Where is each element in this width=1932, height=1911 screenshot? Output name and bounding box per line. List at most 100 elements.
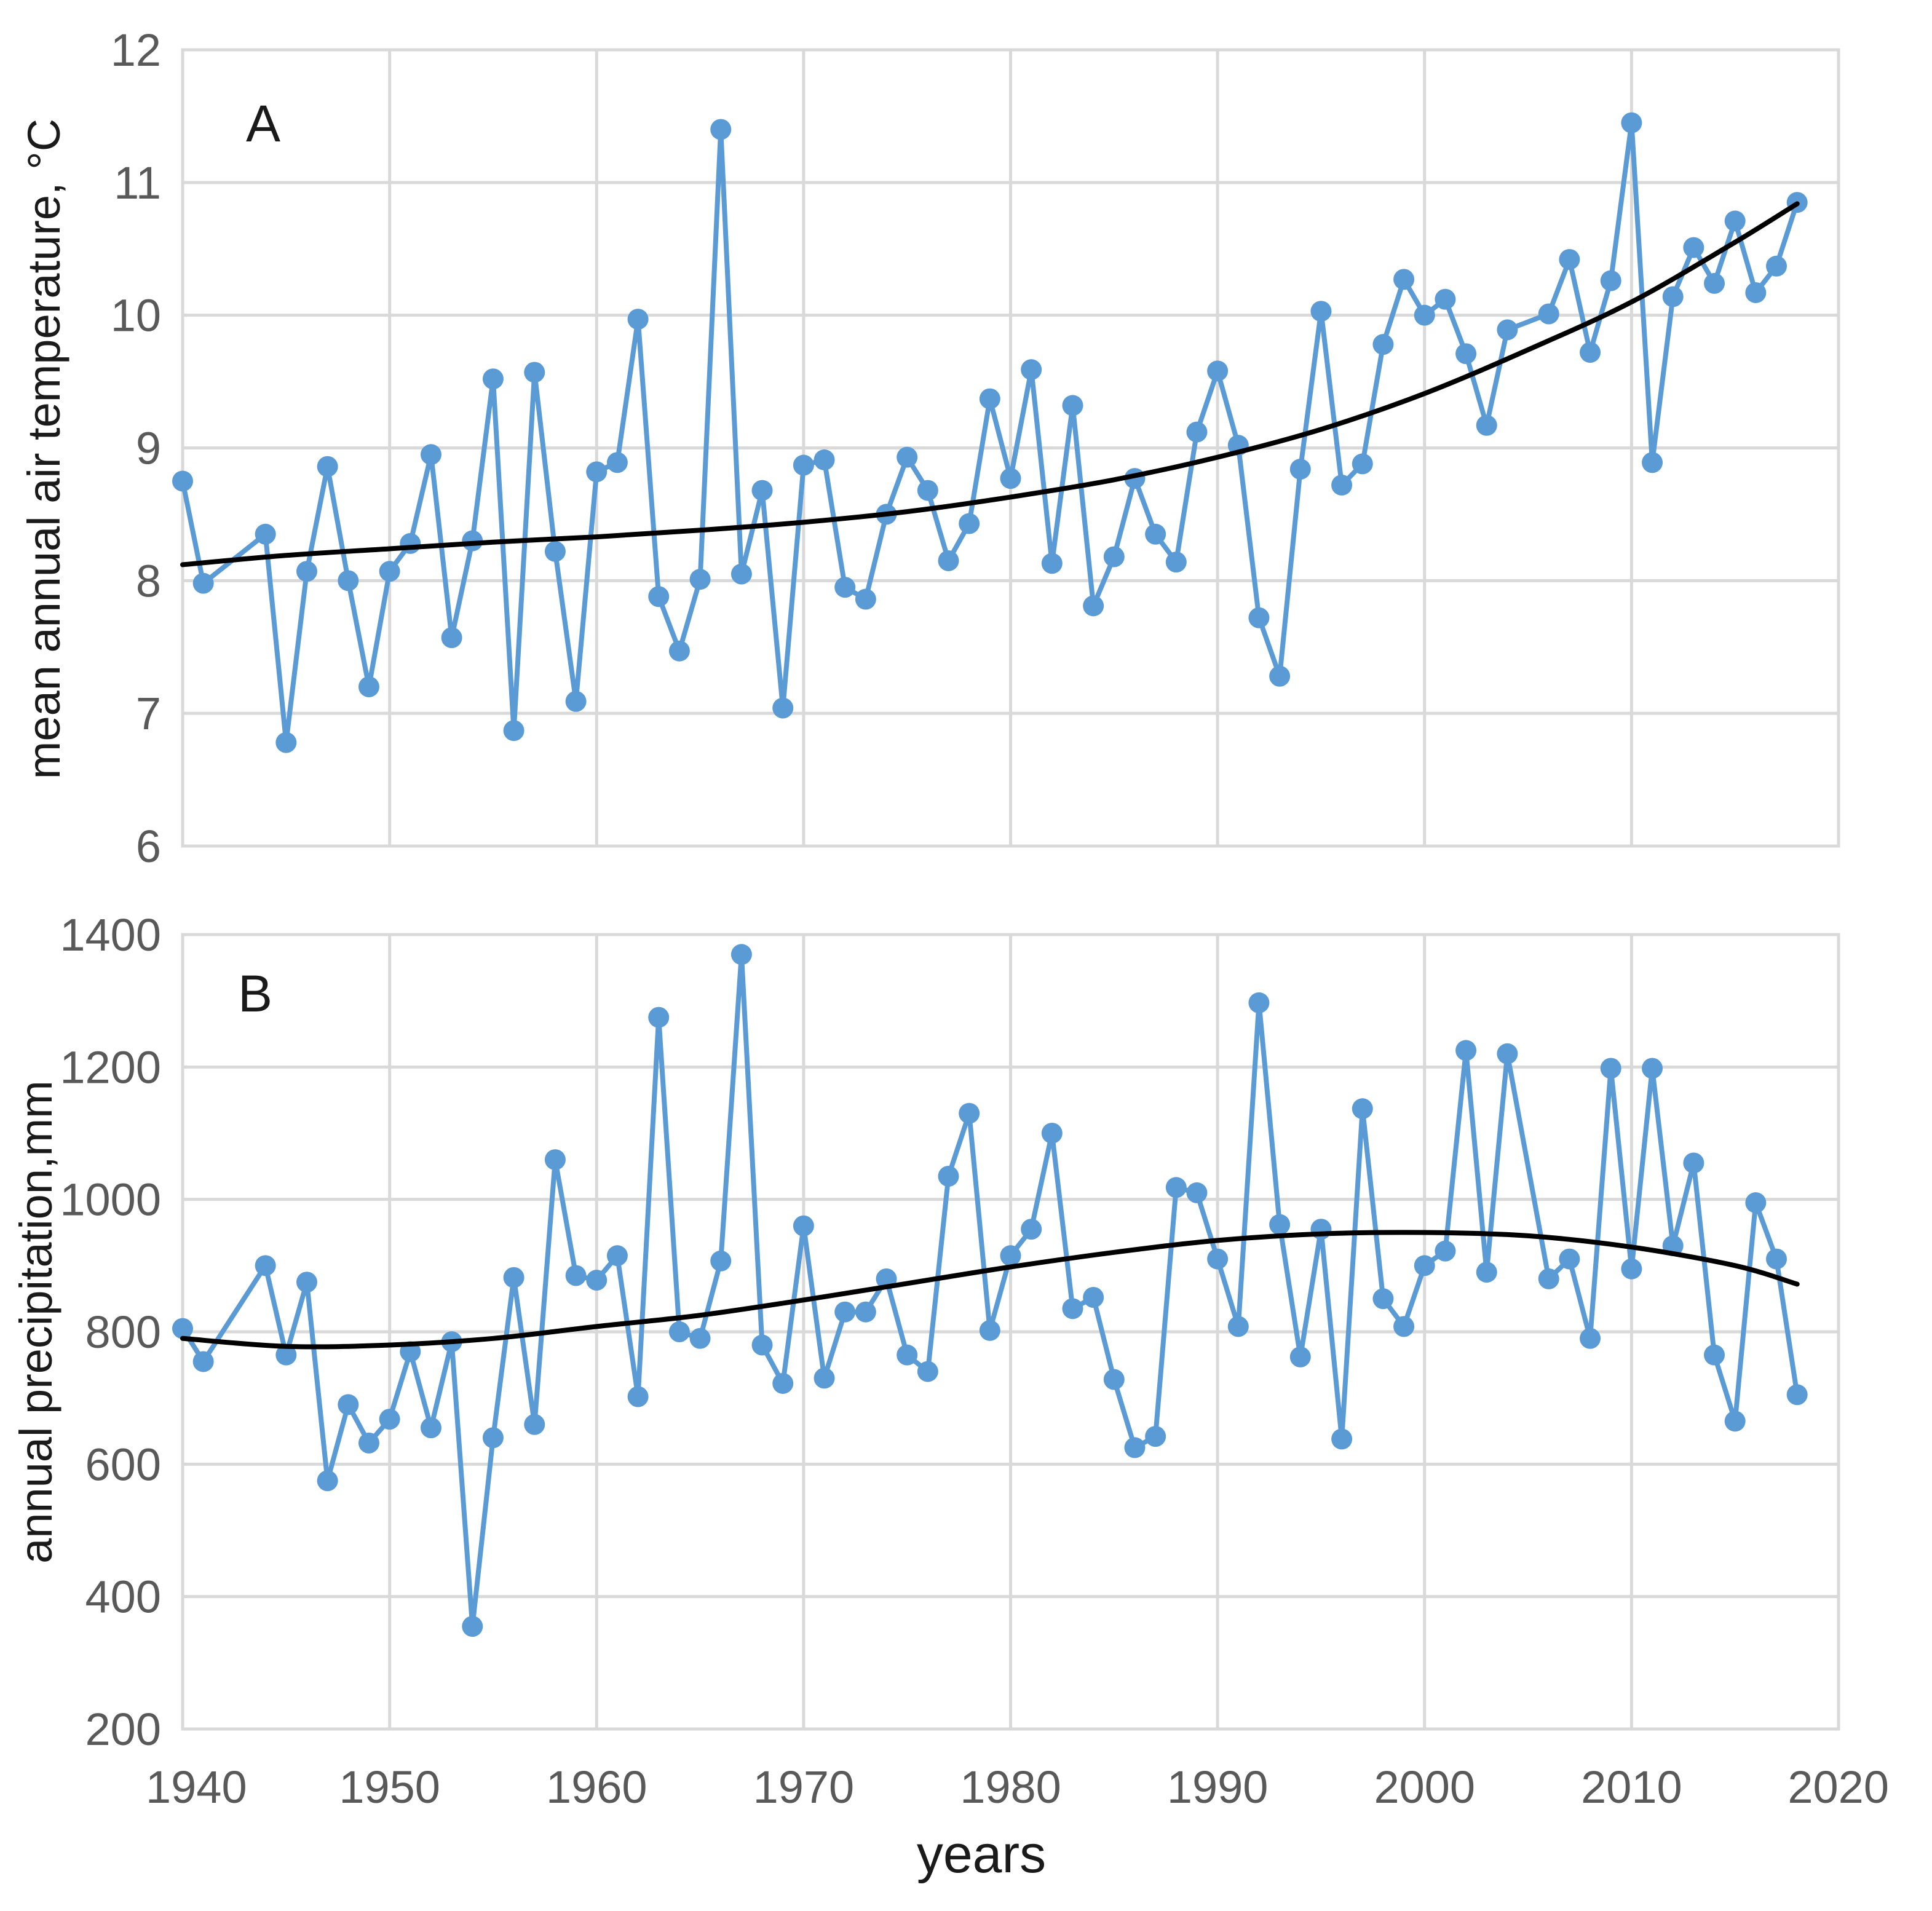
data-point [420, 1417, 441, 1439]
panel-b-y-axis-title: annual precipitation,mm [10, 1080, 61, 1564]
y-tick-label: 11 [114, 157, 161, 208]
data-point [172, 1318, 193, 1339]
data-point [1021, 1219, 1042, 1240]
data-point [586, 1270, 608, 1291]
data-point [586, 461, 608, 483]
data-point [379, 1409, 400, 1430]
panel-b-trend-line [180, 1230, 1800, 1350]
data-point [1559, 249, 1580, 271]
data-point [793, 454, 814, 476]
data-point [1704, 272, 1725, 294]
data-point [1083, 595, 1104, 617]
data-point [275, 732, 297, 753]
y-tick-label: 8 [136, 555, 161, 606]
data-point [1642, 452, 1663, 473]
data-point [1227, 1316, 1249, 1337]
data-point [772, 697, 794, 719]
data-point [1745, 1192, 1767, 1214]
data-point [814, 1367, 835, 1389]
data-point [317, 456, 338, 477]
y-tick-label: 12 [111, 25, 161, 76]
data-point [1662, 286, 1684, 307]
data-point [1248, 607, 1270, 628]
data-point [358, 1432, 379, 1454]
data-point [606, 1245, 628, 1267]
data-point [938, 550, 959, 571]
panel-a-y-tick-labels: 6 7 8 9 10 11 12 [111, 25, 161, 872]
data-point [482, 368, 504, 390]
data-point [192, 1351, 214, 1372]
data-point [544, 1149, 566, 1171]
data-point [855, 1301, 876, 1323]
data-point [710, 119, 732, 140]
data-point [1145, 523, 1166, 545]
data-point [1414, 1255, 1435, 1276]
data-point [1186, 1182, 1208, 1203]
panel-a-temperature-markers [172, 112, 1808, 753]
panel-a-label: A [246, 95, 280, 152]
data-point [1310, 301, 1332, 322]
data-point [296, 1272, 317, 1293]
data-point [1103, 1369, 1125, 1390]
data-point [979, 1320, 1000, 1341]
x-tick-label: 2020 [1787, 1762, 1889, 1813]
data-point [897, 1344, 918, 1366]
data-point [565, 1265, 587, 1286]
panel-a-plot-frame [181, 48, 1840, 848]
data-point [1289, 1346, 1311, 1367]
data-point [524, 1414, 545, 1435]
data-point [172, 470, 193, 492]
data-point [959, 1102, 980, 1124]
data-point [1580, 342, 1601, 363]
data-point [1683, 237, 1704, 258]
data-point [565, 690, 587, 712]
x-tick-label: 1950 [339, 1762, 440, 1813]
data-point [814, 449, 835, 470]
data-point [1289, 459, 1311, 480]
panel-b-label: B [238, 965, 272, 1023]
panel-a-trend-line [180, 201, 1800, 568]
data-point [379, 561, 400, 582]
data-point [1435, 1240, 1456, 1262]
data-point [1393, 269, 1415, 290]
data-point [1476, 1262, 1497, 1283]
data-point [1580, 1327, 1601, 1349]
data-point [689, 569, 711, 590]
data-point [1041, 553, 1063, 574]
data-point [503, 1267, 525, 1288]
panel-b-precipitation: 200 400 600 800 1000 1200 1400 1940 1950 1960 197… [10, 909, 1889, 1884]
data-point [917, 1361, 938, 1382]
data-point [338, 1394, 359, 1415]
data-point [1062, 395, 1083, 416]
data-point [668, 640, 690, 662]
data-point [855, 588, 876, 610]
x-tick-label: 1980 [960, 1762, 1061, 1813]
data-point [1724, 1410, 1746, 1432]
data-point [1372, 334, 1394, 355]
data-point [710, 1250, 732, 1272]
y-tick-label: 800 [85, 1307, 161, 1358]
data-point [1021, 359, 1042, 381]
data-point [730, 563, 752, 585]
data-point [751, 480, 773, 501]
data-point [441, 627, 462, 649]
y-tick-label: 400 [85, 1572, 161, 1623]
data-point [1497, 319, 1518, 341]
panel-b-x-tick-labels: 1940 1950 1960 1970 1980 1990 2000 2010 2020 [146, 1762, 1889, 1813]
data-point [1538, 1268, 1559, 1289]
data-point [1165, 552, 1187, 573]
data-point [1455, 1040, 1477, 1061]
y-tick-label: 1000 [60, 1174, 161, 1225]
data-point [1393, 1316, 1415, 1337]
data-point [524, 362, 545, 383]
x-tick-label: 1990 [1167, 1762, 1269, 1813]
x-tick-label: 1970 [753, 1762, 855, 1813]
panel-a-y-axis-title: mean annual air temperature, °C [18, 119, 69, 779]
data-point [689, 1327, 711, 1349]
y-tick-label: 1200 [60, 1042, 161, 1093]
data-point [1207, 1248, 1229, 1270]
data-point [1538, 303, 1559, 325]
data-point [1083, 1287, 1104, 1308]
x-tick-label: 1940 [146, 1762, 247, 1813]
data-point [1683, 1152, 1704, 1174]
